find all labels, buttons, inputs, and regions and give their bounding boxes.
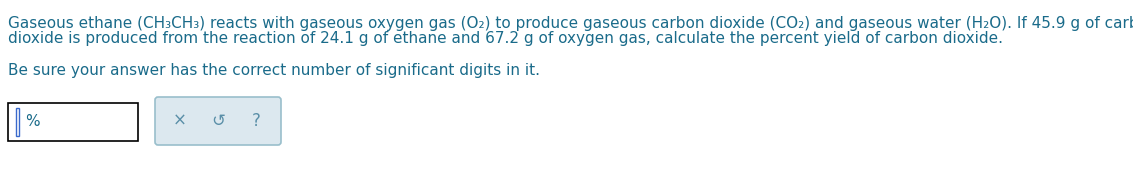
Text: dioxide is produced from the reaction of 24.1 g of ethane and 67.2 g of oxygen g: dioxide is produced from the reaction of… — [8, 31, 1003, 46]
Bar — [16, 108, 19, 136]
Text: ↺: ↺ — [211, 112, 225, 130]
Text: Gaseous ethane (CH₃CH₃) reacts with gaseous oxygen gas (O₂) to produce gaseous c: Gaseous ethane (CH₃CH₃) reacts with gase… — [8, 16, 1133, 31]
Text: Be sure your answer has the correct number of significant digits in it.: Be sure your answer has the correct numb… — [8, 63, 540, 78]
Text: ?: ? — [252, 112, 261, 130]
FancyBboxPatch shape — [155, 97, 281, 145]
Text: %: % — [25, 114, 40, 130]
Text: ×: × — [172, 112, 187, 130]
Bar — [8, 103, 138, 141]
